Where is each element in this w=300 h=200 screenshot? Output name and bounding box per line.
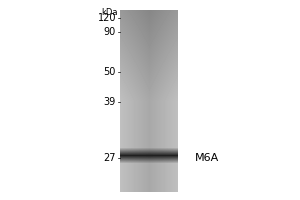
Text: 39: 39 <box>104 97 116 107</box>
Text: 120: 120 <box>98 13 116 23</box>
Text: 27: 27 <box>103 153 116 163</box>
Text: 90: 90 <box>104 27 116 37</box>
Text: M6A: M6A <box>195 153 219 163</box>
Text: kDa: kDa <box>101 8 118 17</box>
Text: 50: 50 <box>103 67 116 77</box>
